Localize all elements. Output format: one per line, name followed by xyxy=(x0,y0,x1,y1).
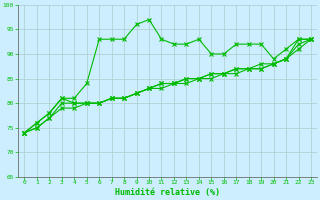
X-axis label: Humidité relative (%): Humidité relative (%) xyxy=(115,188,220,197)
